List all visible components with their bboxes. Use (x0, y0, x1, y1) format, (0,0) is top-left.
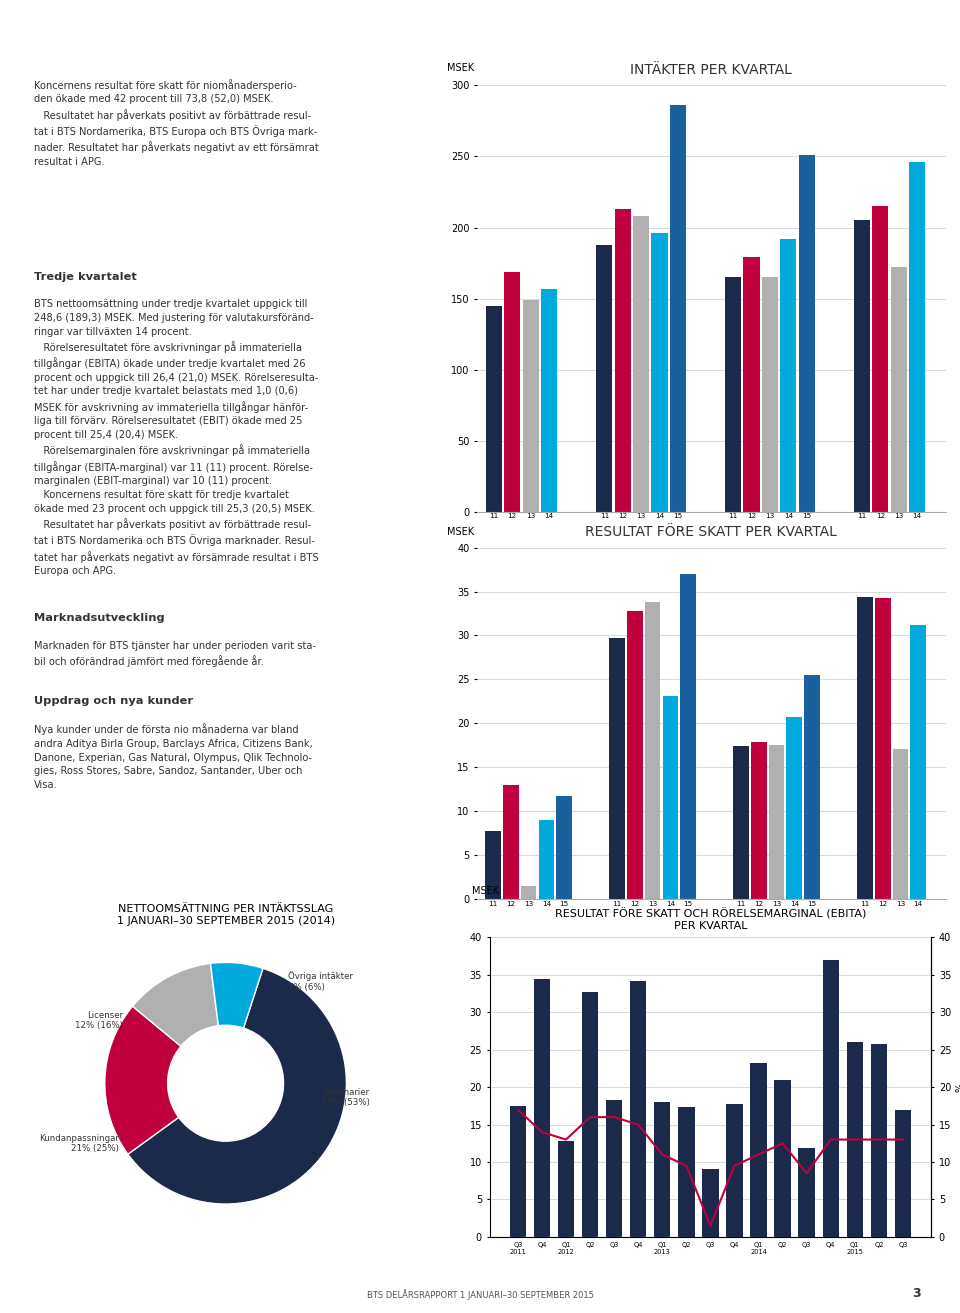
Bar (895, 1109, 911, 1237)
Bar (556, 796, 572, 899)
Text: Q2: Q2 (646, 937, 660, 948)
Text: Marknadsutveckling: Marknadsutveckling (34, 613, 164, 624)
Bar (503, 785, 518, 899)
Title: RESULTAT FÖRE SKATT PER KVARTAL: RESULTAT FÖRE SKATT PER KVARTAL (586, 525, 837, 540)
Bar (582, 993, 598, 1237)
Text: Koncernens resultat före skatt för niomånadersperio-
den ökade med 42 procent ti: Koncernens resultat före skatt för niomå… (34, 79, 319, 167)
Bar (786, 717, 802, 899)
Bar (823, 960, 839, 1237)
Bar (727, 1104, 743, 1237)
Bar (610, 638, 625, 899)
Text: Q4: Q4 (885, 937, 899, 948)
Text: BTS DELÅRSRAPPORT 1 JANUARI–30 SEPTEMBER 2015: BTS DELÅRSRAPPORT 1 JANUARI–30 SEPTEMBER… (367, 1289, 593, 1300)
Bar (645, 603, 660, 899)
Bar (775, 1079, 791, 1237)
Text: Kundanpassningar
21% (25%): Kundanpassningar 21% (25%) (39, 1134, 119, 1153)
Bar (804, 675, 820, 899)
Bar (606, 1100, 622, 1237)
Bar (670, 105, 686, 512)
Title: NETTOOMSÄTTNING PER INTÄKTSSLAG
1 JANUARI–30 SEPTEMBER 2015 (2014): NETTOOMSÄTTNING PER INTÄKTSSLAG 1 JANUAR… (116, 905, 335, 926)
Bar (725, 277, 741, 512)
Text: Marknaden för BTS tjänster har under perioden varit sta-
bil och oförändrad jämf: Marknaden för BTS tjänster har under per… (34, 641, 316, 667)
Text: Q4: Q4 (882, 559, 897, 569)
Text: Q1: Q1 (515, 559, 528, 569)
Text: Tredje kvartalet: Tredje kvartalet (34, 272, 136, 282)
Text: Uppdrag och nya kunder: Uppdrag och nya kunder (34, 696, 193, 706)
Text: Licenser
12% (16%): Licenser 12% (16%) (75, 1011, 123, 1031)
Bar (873, 206, 888, 512)
Bar (486, 306, 502, 512)
Bar (596, 244, 612, 512)
Bar (799, 1148, 815, 1237)
Bar (857, 597, 873, 899)
Bar (510, 1106, 526, 1237)
Text: 3: 3 (913, 1287, 921, 1300)
Bar (627, 611, 642, 899)
Bar (799, 155, 815, 512)
Bar (486, 831, 501, 899)
Title: RESULTAT FÖRE SKATT OCH RÖRELSEMARGINAL (EBITA)
PER KVARTAL: RESULTAT FÖRE SKATT OCH RÖRELSEMARGINAL … (555, 909, 866, 931)
Text: MSEK: MSEK (446, 63, 474, 72)
Bar (504, 272, 520, 512)
Text: Q3: Q3 (770, 937, 783, 948)
Bar (630, 981, 646, 1237)
Text: BTS nettoomsättning under tredje kvartalet uppgick till
248,6 (189,3) MSEK. Med : BTS nettoomsättning under tredje kvartal… (34, 299, 318, 576)
Wedge shape (132, 964, 218, 1046)
Bar (769, 744, 784, 899)
Bar (678, 1107, 694, 1237)
Bar (702, 1170, 719, 1237)
Bar (853, 221, 870, 512)
Bar (733, 746, 749, 899)
Text: Övriga intäkter
7% (6%): Övriga intäkter 7% (6%) (288, 972, 353, 991)
Wedge shape (210, 962, 263, 1028)
Bar (522, 301, 539, 512)
Bar (614, 209, 631, 512)
Text: Seminarier
60% (53%): Seminarier 60% (53%) (323, 1088, 371, 1107)
Bar (558, 1141, 574, 1237)
Text: Q2: Q2 (635, 559, 648, 569)
Bar (875, 597, 891, 899)
Bar (654, 1102, 670, 1237)
Bar (780, 239, 797, 512)
Bar (743, 257, 759, 512)
Bar (847, 1043, 863, 1237)
Title: INTÄKTER PER KVARTAL: INTÄKTER PER KVARTAL (631, 63, 792, 77)
Bar (652, 234, 667, 512)
Bar (910, 625, 926, 899)
Bar (751, 742, 767, 899)
Bar (541, 289, 557, 512)
Bar (534, 979, 550, 1237)
Y-axis label: %: % (955, 1083, 960, 1091)
Wedge shape (105, 1006, 180, 1154)
Text: Q3: Q3 (763, 559, 777, 569)
Bar (539, 821, 554, 899)
Bar (662, 696, 678, 899)
Bar (751, 1064, 767, 1237)
Text: Q1: Q1 (522, 937, 536, 948)
Bar (762, 277, 778, 512)
Bar (681, 574, 696, 899)
Text: MSEK: MSEK (446, 527, 474, 537)
Wedge shape (128, 969, 347, 1204)
Bar (891, 268, 907, 512)
Text: Nya kunder under de första nio månaderna var bland
andra Aditya Birla Group, Bar: Nya kunder under de första nio månaderna… (34, 723, 312, 789)
Bar (521, 886, 537, 899)
Bar (871, 1044, 887, 1237)
Bar (633, 217, 649, 512)
Text: MSEK: MSEK (472, 885, 499, 895)
Bar (893, 748, 908, 899)
Bar (909, 163, 925, 512)
